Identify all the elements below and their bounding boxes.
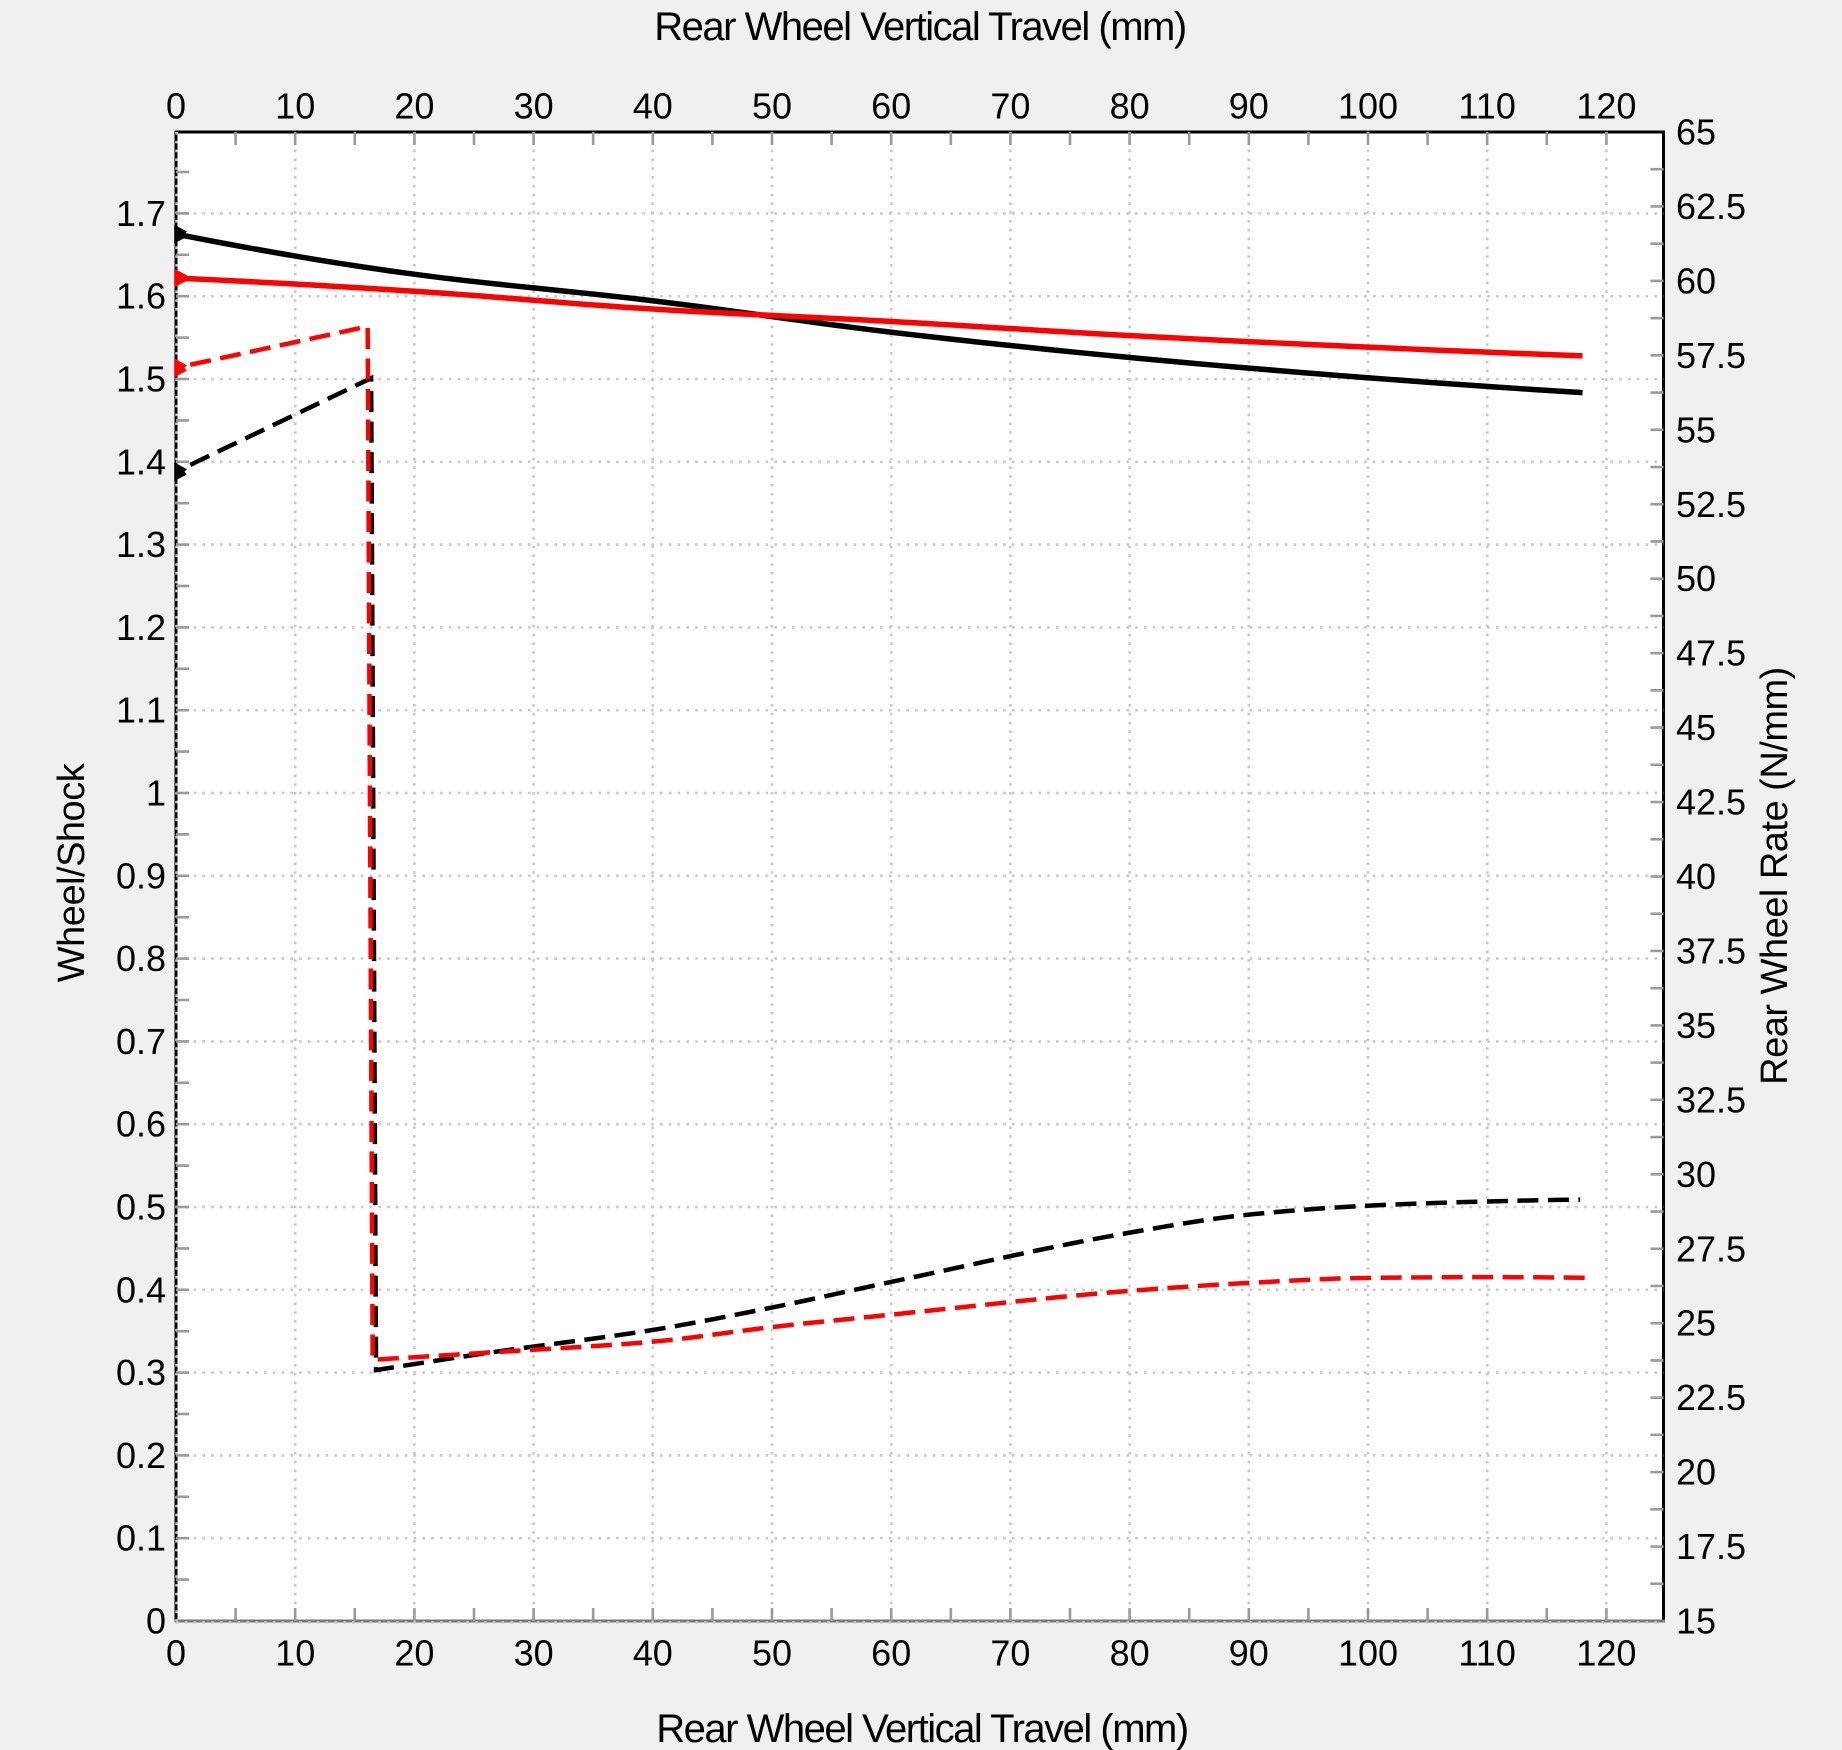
svg-text:17.5: 17.5 bbox=[1676, 1526, 1746, 1567]
svg-text:42.5: 42.5 bbox=[1676, 782, 1746, 823]
svg-text:0.8: 0.8 bbox=[116, 938, 166, 979]
svg-text:57.5: 57.5 bbox=[1676, 335, 1746, 376]
svg-text:0.4: 0.4 bbox=[116, 1269, 166, 1310]
svg-text:100: 100 bbox=[1338, 1633, 1398, 1674]
svg-text:0.5: 0.5 bbox=[116, 1187, 166, 1228]
svg-text:50: 50 bbox=[752, 1633, 792, 1674]
svg-text:1.4: 1.4 bbox=[116, 441, 166, 482]
svg-text:1.2: 1.2 bbox=[116, 607, 166, 648]
svg-text:60: 60 bbox=[871, 1633, 911, 1674]
svg-text:40: 40 bbox=[1676, 856, 1716, 897]
svg-text:110: 110 bbox=[1458, 1633, 1515, 1674]
svg-text:30: 30 bbox=[514, 1633, 554, 1674]
svg-text:45: 45 bbox=[1676, 707, 1716, 748]
svg-text:Rear Wheel Vertical Travel (mm: Rear Wheel Vertical Travel (mm) bbox=[656, 1707, 1187, 1750]
svg-text:0.7: 0.7 bbox=[116, 1021, 166, 1062]
svg-text:80: 80 bbox=[1110, 86, 1150, 127]
svg-text:0.6: 0.6 bbox=[116, 1104, 166, 1145]
svg-text:Rear Wheel Rate (N/mm): Rear Wheel Rate (N/mm) bbox=[1754, 667, 1796, 1085]
svg-text:25: 25 bbox=[1676, 1303, 1716, 1344]
svg-text:Rear Wheel Vertical Travel (mm: Rear Wheel Vertical Travel (mm) bbox=[654, 5, 1185, 49]
svg-text:55: 55 bbox=[1676, 409, 1716, 450]
svg-text:1.5: 1.5 bbox=[116, 359, 166, 400]
svg-text:0: 0 bbox=[146, 1601, 166, 1642]
svg-text:30: 30 bbox=[514, 86, 554, 127]
svg-text:37.5: 37.5 bbox=[1676, 930, 1746, 971]
svg-text:50: 50 bbox=[1676, 558, 1716, 599]
svg-text:30: 30 bbox=[1676, 1154, 1716, 1195]
svg-text:0: 0 bbox=[166, 86, 186, 127]
svg-text:0.2: 0.2 bbox=[116, 1435, 166, 1476]
svg-text:20: 20 bbox=[1676, 1452, 1716, 1493]
svg-text:1.7: 1.7 bbox=[116, 193, 166, 234]
svg-text:40: 40 bbox=[633, 86, 673, 127]
svg-text:1.1: 1.1 bbox=[116, 690, 166, 731]
svg-text:35: 35 bbox=[1676, 1005, 1716, 1046]
svg-text:0.9: 0.9 bbox=[116, 855, 166, 896]
svg-text:62.5: 62.5 bbox=[1676, 186, 1746, 227]
svg-text:1.6: 1.6 bbox=[116, 276, 166, 317]
svg-text:15: 15 bbox=[1676, 1601, 1716, 1642]
svg-text:0.1: 0.1 bbox=[116, 1518, 166, 1559]
svg-text:0.3: 0.3 bbox=[116, 1352, 166, 1393]
svg-text:110: 110 bbox=[1458, 86, 1515, 127]
svg-text:1: 1 bbox=[146, 773, 166, 814]
svg-text:60: 60 bbox=[1676, 260, 1716, 301]
svg-text:120: 120 bbox=[1576, 86, 1636, 127]
svg-text:0: 0 bbox=[166, 1633, 186, 1674]
svg-text:90: 90 bbox=[1229, 1633, 1269, 1674]
svg-text:1.3: 1.3 bbox=[116, 524, 166, 565]
svg-text:32.5: 32.5 bbox=[1676, 1079, 1746, 1120]
svg-text:60: 60 bbox=[871, 86, 911, 127]
svg-text:70: 70 bbox=[990, 86, 1030, 127]
svg-text:20: 20 bbox=[394, 1633, 434, 1674]
svg-text:120: 120 bbox=[1576, 1633, 1636, 1674]
svg-text:40: 40 bbox=[633, 1633, 673, 1674]
svg-text:50: 50 bbox=[752, 86, 792, 127]
svg-text:20: 20 bbox=[394, 86, 434, 127]
svg-text:27.5: 27.5 bbox=[1676, 1228, 1746, 1269]
svg-text:70: 70 bbox=[990, 1633, 1030, 1674]
svg-text:10: 10 bbox=[275, 1633, 315, 1674]
svg-text:47.5: 47.5 bbox=[1676, 633, 1746, 674]
svg-text:80: 80 bbox=[1110, 1633, 1150, 1674]
svg-text:90: 90 bbox=[1229, 86, 1269, 127]
svg-text:52.5: 52.5 bbox=[1676, 484, 1746, 525]
svg-text:65: 65 bbox=[1676, 112, 1716, 153]
svg-text:100: 100 bbox=[1338, 86, 1398, 127]
svg-text:22.5: 22.5 bbox=[1676, 1377, 1746, 1418]
svg-text:10: 10 bbox=[275, 86, 315, 127]
svg-text:Wheel/Shock: Wheel/Shock bbox=[51, 762, 93, 982]
